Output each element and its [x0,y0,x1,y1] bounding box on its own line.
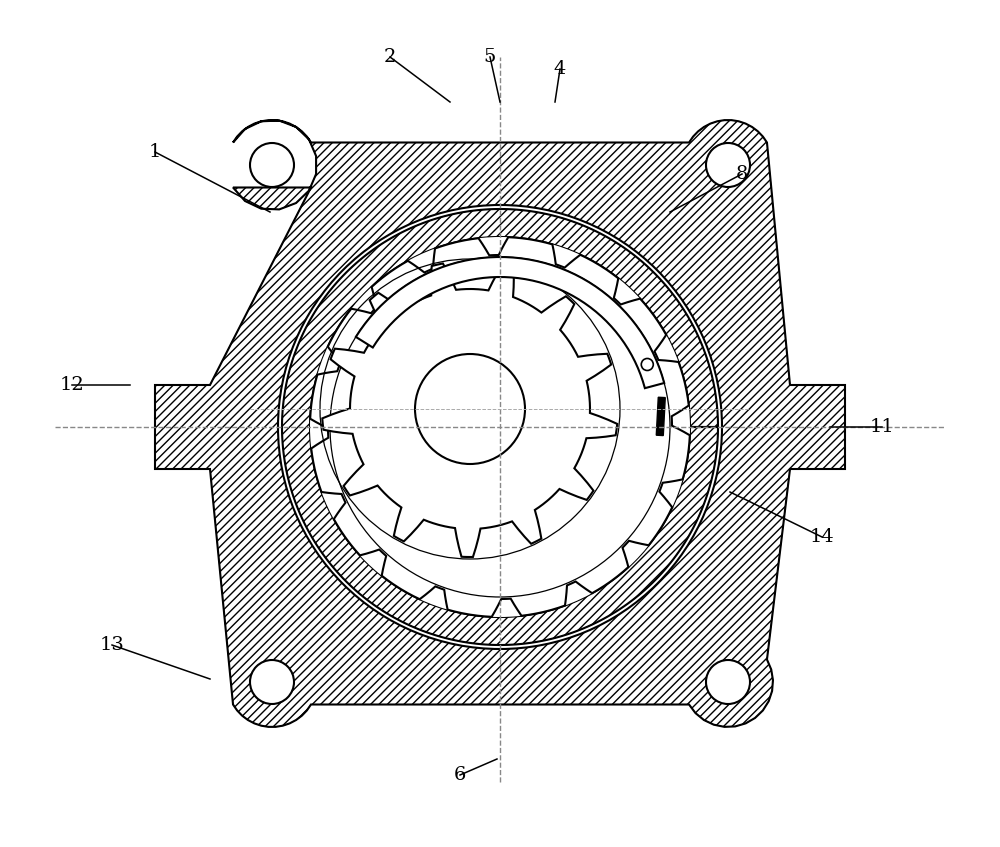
Circle shape [250,660,294,704]
Text: 8: 8 [736,165,748,183]
Circle shape [250,143,294,187]
Circle shape [415,354,525,464]
Circle shape [278,205,722,649]
Text: 11: 11 [870,418,894,436]
Text: 5: 5 [484,48,496,66]
Polygon shape [310,237,690,617]
Polygon shape [155,120,845,727]
Circle shape [641,358,653,370]
Text: 4: 4 [554,60,566,78]
Polygon shape [356,257,664,388]
Text: 6: 6 [454,766,466,784]
Circle shape [706,143,750,187]
Text: 1: 1 [149,143,161,161]
Text: 13: 13 [100,636,124,654]
Text: 12: 12 [60,376,84,394]
Polygon shape [282,209,718,645]
Text: 14: 14 [810,528,834,546]
Polygon shape [322,263,617,557]
Circle shape [706,660,750,704]
Text: 2: 2 [384,48,396,66]
Polygon shape [656,397,665,435]
Circle shape [310,237,690,617]
Circle shape [332,259,668,595]
